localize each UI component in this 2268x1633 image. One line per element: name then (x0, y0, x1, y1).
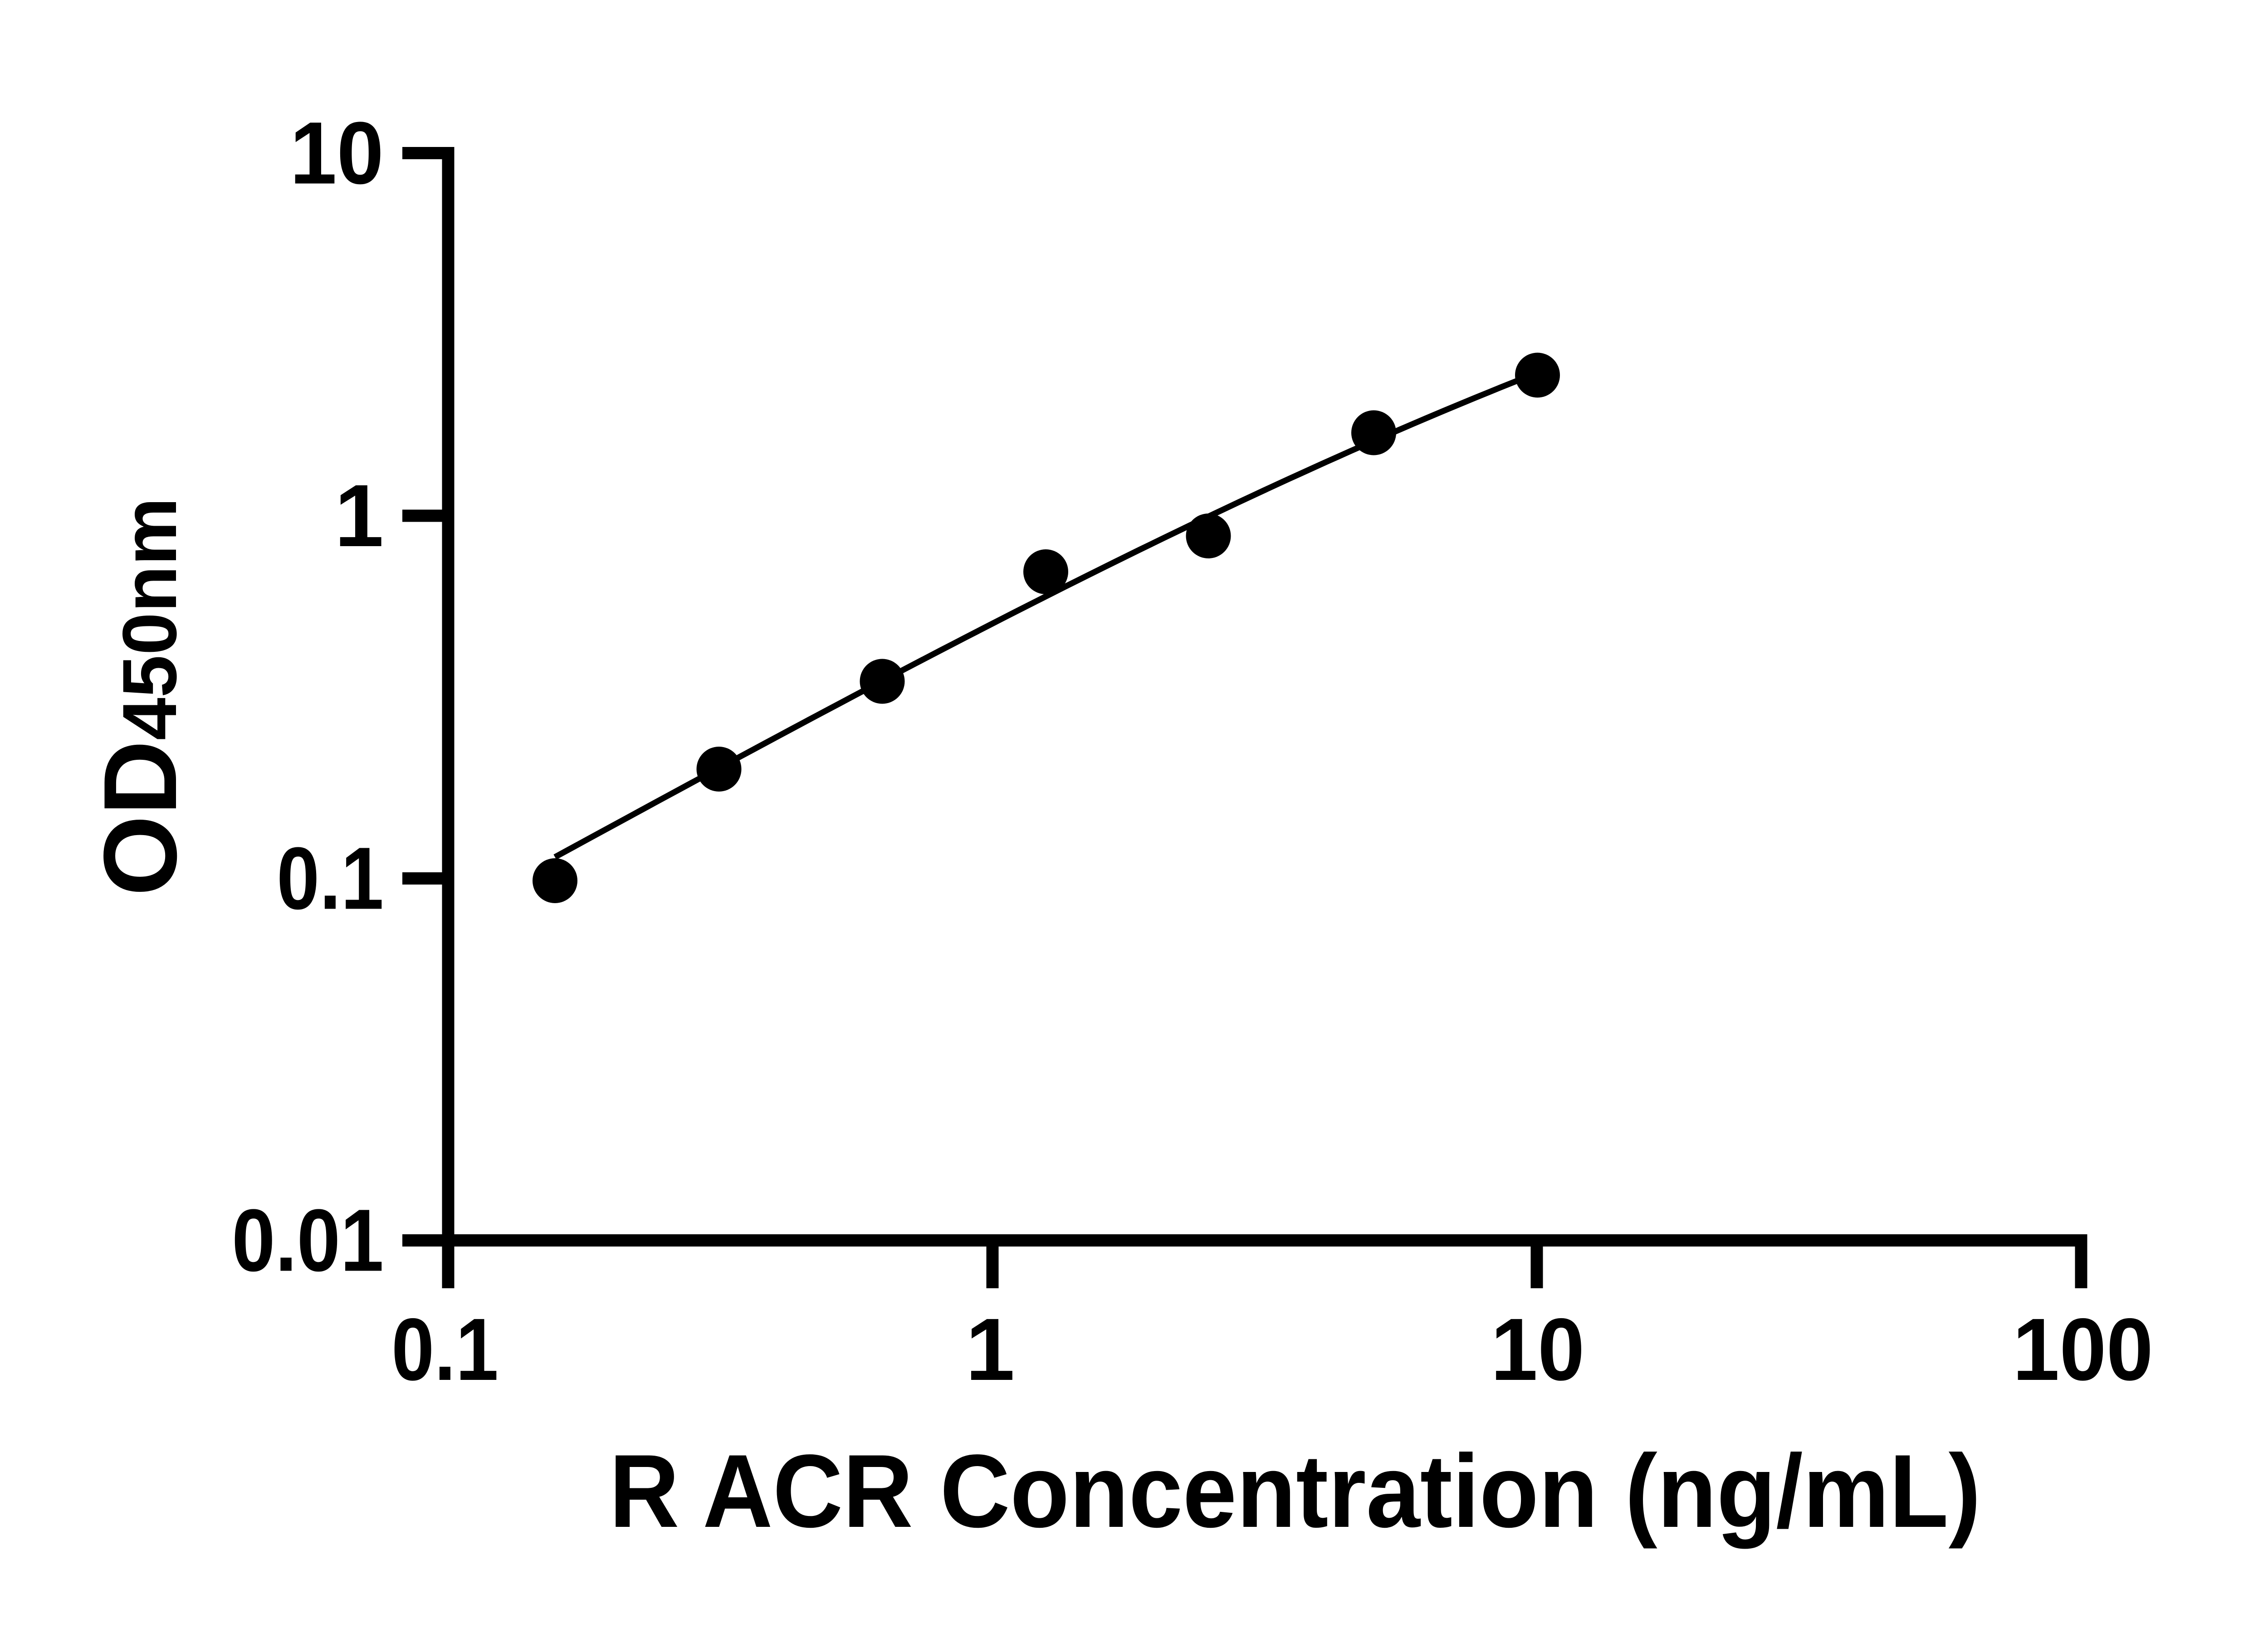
svg-text:OD450nm: OD450nm (82, 498, 198, 896)
svg-text:0.1: 0.1 (277, 829, 384, 928)
svg-text:1: 1 (335, 466, 384, 565)
svg-text:1: 1 (966, 1300, 1015, 1399)
svg-text:0.01: 0.01 (232, 1191, 384, 1290)
svg-text:R ACR Concentration (ng/mL): R ACR Concentration (ng/mL) (609, 1433, 1981, 1549)
svg-text:10: 10 (1491, 1300, 1585, 1399)
svg-text:100: 100 (2013, 1300, 2153, 1399)
svg-text:10: 10 (290, 104, 384, 203)
svg-text:0.1: 0.1 (391, 1300, 499, 1399)
